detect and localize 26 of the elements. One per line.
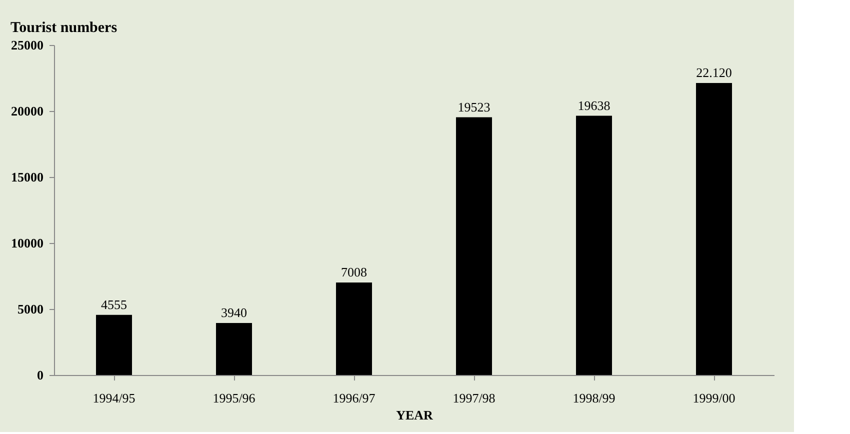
data-label: 22.120 bbox=[696, 65, 732, 80]
y-tick-label: 0 bbox=[37, 368, 44, 382]
data-label: 3940 bbox=[221, 304, 247, 320]
chart-title: Tourist numbers bbox=[10, 20, 118, 36]
data-label: 7008 bbox=[341, 264, 367, 280]
y-tick-label: 20000 bbox=[11, 104, 44, 118]
x-tick-label: 1999/00 bbox=[692, 390, 736, 406]
y-tick-label: 25000 bbox=[11, 38, 44, 52]
y-tick-label: 5000 bbox=[18, 302, 44, 316]
bar bbox=[216, 322, 252, 375]
data-label: 19523 bbox=[458, 99, 490, 114]
data-label: 4555 bbox=[101, 296, 127, 312]
bar bbox=[96, 314, 132, 375]
x-tick-label: 1994/95 bbox=[92, 390, 136, 406]
data-label: 19638 bbox=[578, 98, 610, 113]
x-tick-label: 1996/97 bbox=[332, 390, 376, 406]
y-tick-label: 15000 bbox=[11, 170, 44, 184]
x-tick-label: 1998/99 bbox=[572, 390, 616, 406]
bar bbox=[576, 116, 612, 375]
y-tick-label: 10000 bbox=[11, 236, 44, 250]
bar bbox=[696, 83, 732, 375]
x-tick-label: 1997/98 bbox=[452, 390, 496, 406]
x-axis-title: YEAR bbox=[396, 408, 434, 422]
bar bbox=[336, 282, 372, 375]
x-tick-label: 1995/96 bbox=[212, 390, 256, 406]
bar bbox=[456, 117, 492, 375]
